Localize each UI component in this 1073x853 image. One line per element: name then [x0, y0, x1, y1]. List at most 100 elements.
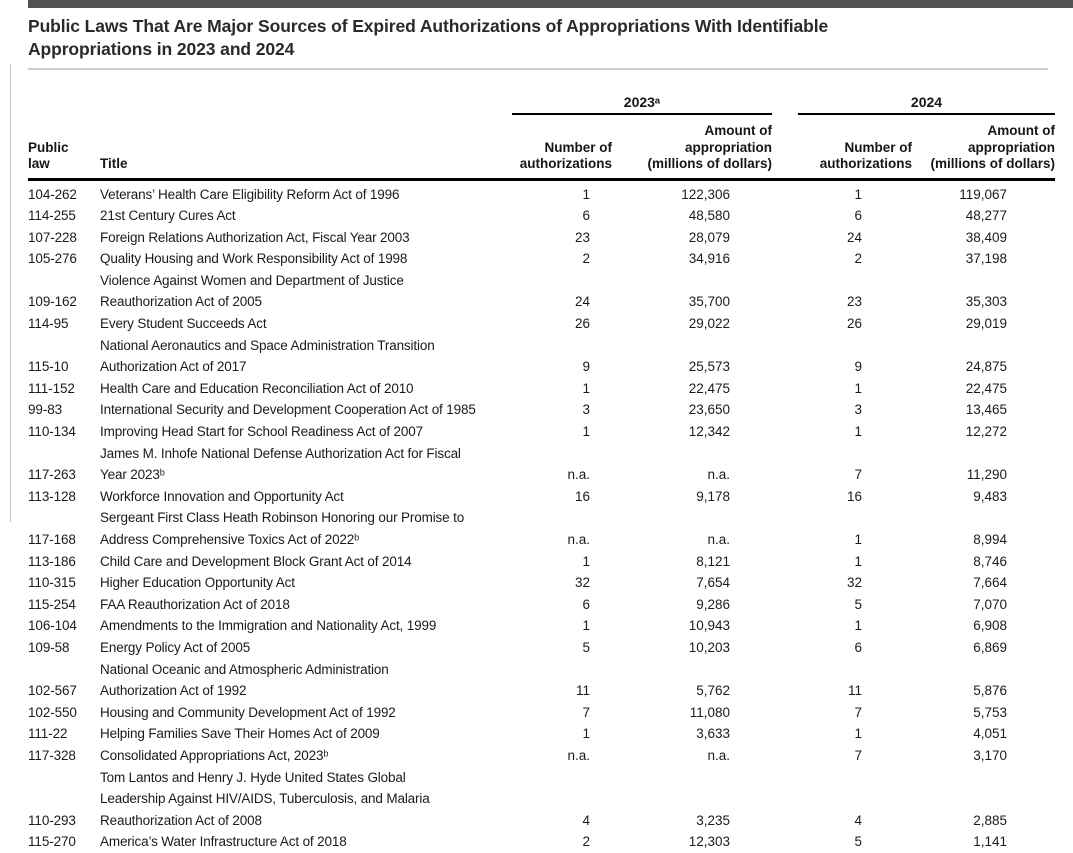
- title-cell: James M. Inhofe National Defense Authori…: [100, 445, 461, 483]
- auth-2023-cell: 9: [582, 359, 590, 375]
- auth-2024-cell: 3: [854, 402, 862, 418]
- public-law-cell: 117-263: [28, 467, 76, 483]
- amount-2023-cell: 9,286: [696, 596, 730, 612]
- amount-2024-cell: 8,994: [973, 532, 1007, 547]
- table-row: 111-152 Health Care and Education Reconci…: [28, 378, 1055, 400]
- auth-2023-cell: 1: [582, 424, 590, 440]
- amount-2024-cell: 5,753: [973, 704, 1007, 720]
- title-cell: National Oceanic and Atmospheric Adminis…: [100, 661, 389, 699]
- auth-2023-cell: 23: [574, 229, 590, 245]
- auth-2023-cell: 5: [582, 639, 590, 655]
- public-law-cell: 102-567: [28, 683, 77, 699]
- title-cell: Health Care and Education Reconciliation…: [100, 380, 414, 396]
- amount-2024-cell: 12,272: [965, 424, 1007, 440]
- table-row: 104-262 Veterans’ Health Care Eligibility…: [28, 179, 1055, 205]
- auth-2024-cell: 16: [846, 488, 862, 504]
- public-law-cell: 109-162: [28, 294, 77, 310]
- table-row: 109-162 Violence Against Women and Depart…: [28, 270, 1055, 313]
- table-row: 115-10 National Aeronautics and Space Adm…: [28, 335, 1055, 378]
- column-header-title: Title: [100, 115, 512, 181]
- year-2023-label: 2023ᵃ: [512, 94, 772, 115]
- auth-2024-cell: 6: [854, 639, 862, 655]
- title-cell: America’s Water Infrastructure Act of 20…: [100, 834, 347, 850]
- column-header-authorizations-2024: Number of authorizations: [772, 115, 912, 181]
- table-row: 115-270 America’s Water Infrastructure Ac…: [28, 831, 1055, 853]
- table-row: 99-83 International Security and Developm…: [28, 399, 1055, 421]
- title-cell: Energy Policy Act of 2005: [100, 639, 251, 655]
- public-law-cell: 107-228: [28, 229, 77, 245]
- amount-2024-cell: 119,067: [959, 186, 1007, 202]
- column-header-amount-2023: Amount of appropriation (millions of dol…: [612, 115, 772, 181]
- public-law-cell: 99-83: [28, 402, 63, 418]
- public-law-cell: 110-293: [28, 812, 76, 828]
- public-law-cell: 110-134: [28, 424, 76, 440]
- year-header-2023: 2023ᵃ: [512, 94, 772, 115]
- public-law-cell: 115-254: [28, 596, 76, 612]
- table-row: 113-186 Child Care and Development Block …: [28, 551, 1055, 573]
- public-laws-table: 2023ᵃ 2024 Public law Title Number of au…: [28, 94, 1055, 853]
- auth-2024-cell: 2: [854, 251, 862, 267]
- auth-2023-cell: 26: [574, 316, 590, 332]
- title-cell: 21st Century Cures Act: [100, 208, 236, 224]
- table-row: 102-550 Housing and Community Development…: [28, 702, 1055, 724]
- public-law-cell: 111-152: [28, 380, 75, 396]
- table-row: 109-58 Energy Policy Act of 2005 5 10,203 6 6…: [28, 637, 1055, 659]
- year-header-spacer: [28, 94, 512, 115]
- page-title: Public Laws That Are Major Sources of Ex…: [28, 16, 829, 59]
- public-law-cell: 114-255: [28, 208, 76, 224]
- title-cell: Quality Housing and Work Responsibility …: [100, 251, 408, 267]
- amount-2023-cell: n.a.: [707, 747, 730, 763]
- column-header-public-law: Public law: [28, 115, 100, 181]
- table-row: 114-95 Every Student Succeeds Act 26 29,022…: [28, 313, 1055, 335]
- amount-2023-cell: 10,943: [688, 618, 730, 634]
- amount-2023-cell: 7,654: [696, 575, 730, 591]
- amount-2024-cell: 22,475: [965, 380, 1007, 396]
- amount-2023-cell: n.a.: [707, 532, 730, 547]
- amount-2023-cell: 8,121: [696, 553, 730, 569]
- public-law-cell: 117-328: [28, 747, 76, 763]
- amount-2024-cell: 2,885: [973, 812, 1007, 828]
- auth-2024-cell: 1: [854, 726, 862, 742]
- amount-2023-cell: 48,580: [688, 208, 730, 224]
- amount-2023-cell: n.a.: [707, 467, 730, 483]
- auth-2023-cell: 1: [582, 618, 590, 634]
- amount-2024-cell: 24,875: [965, 359, 1007, 375]
- public-law-cell: 114-95: [28, 316, 69, 332]
- table-header: 2023ᵃ 2024 Public law Title Number of au…: [28, 94, 1055, 181]
- amount-2024-cell: 7,070: [973, 596, 1007, 612]
- amount-2024-cell: 11,290: [966, 467, 1007, 483]
- auth-2024-cell: 1: [854, 186, 862, 202]
- table-row: 115-254 FAA Reauthorization Act of 2018 6 9…: [28, 594, 1055, 616]
- amount-2023-cell: 35,700: [688, 294, 730, 310]
- auth-2023-cell: 1: [582, 186, 590, 202]
- amount-2023-cell: 25,573: [688, 359, 730, 375]
- amount-2024-cell: 13,465: [965, 402, 1007, 418]
- title-cell: Sergeant First Class Heath Robinson Hono…: [100, 510, 465, 547]
- auth-2024-cell: 9: [854, 359, 862, 375]
- table-row: 117-263 James M. Inhofe National Defense …: [28, 443, 1055, 486]
- public-law-cell: 106-104: [28, 618, 77, 634]
- amount-2024-cell: 9,483: [973, 488, 1007, 504]
- page-edge-line: [10, 64, 11, 522]
- auth-2024-cell: 4: [854, 812, 862, 828]
- table-row: 111-22 Helping Families Save Their Homes …: [28, 723, 1055, 745]
- amount-2024-cell: 48,277: [965, 208, 1007, 224]
- table-row: 114-255 21st Century Cures Act 6 48,580 6 48,…: [28, 205, 1055, 227]
- auth-2023-cell: 2: [582, 834, 590, 850]
- table-row: 117-328 Consolidated Appropriations Act, …: [28, 745, 1055, 767]
- auth-2024-cell: 5: [854, 834, 862, 850]
- auth-2023-cell: 3: [582, 402, 590, 418]
- column-header-amount-2024: Amount of appropriation (millions of dol…: [912, 115, 1055, 181]
- amount-2024-cell: 38,409: [965, 229, 1007, 245]
- amount-2023-cell: 9,178: [696, 488, 730, 504]
- auth-2023-cell: 16: [574, 488, 590, 504]
- amount-2023-cell: 10,203: [688, 639, 730, 655]
- title-cell: Amendments to the Immigration and Nation…: [100, 618, 437, 634]
- amount-2023-cell: 23,650: [688, 402, 730, 418]
- column-header-row: Public law Title Number of authorization…: [28, 115, 1055, 181]
- title-cell: Housing and Community Development Act of…: [100, 704, 396, 720]
- auth-2023-cell: 11: [575, 683, 590, 699]
- title-cell: Veterans’ Health Care Eligibility Reform…: [100, 186, 400, 202]
- auth-2024-cell: 1: [854, 618, 862, 634]
- title-cell: International Security and Development C…: [100, 402, 476, 418]
